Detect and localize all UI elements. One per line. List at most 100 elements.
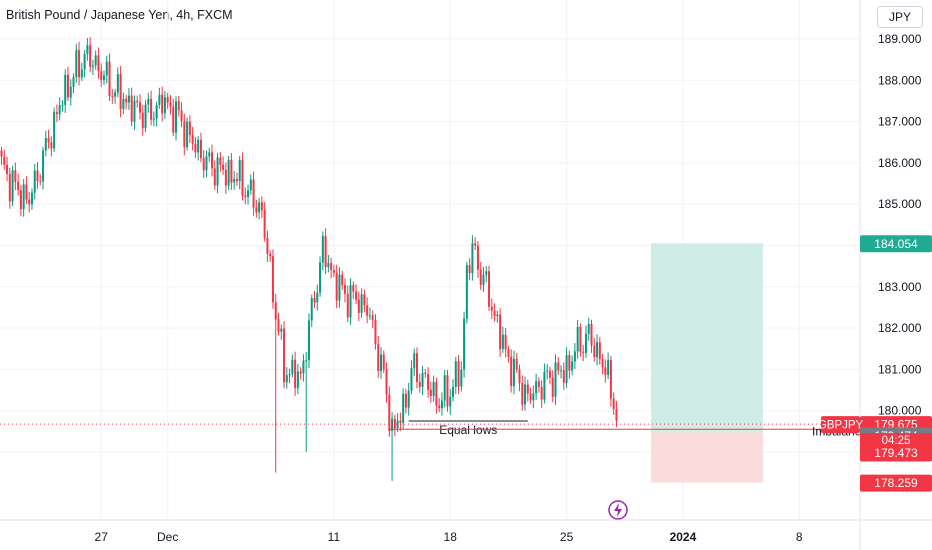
candle-body [102,75,105,80]
candle-body [499,314,502,350]
price-tag-value: 178.259 [874,476,918,490]
candle-body [305,360,308,362]
candle-body [529,393,532,401]
candle-body [299,371,302,374]
candle-body [388,394,391,432]
equal-lows-label: Equal lows [439,423,497,437]
candle-body [64,74,67,105]
candle-body [327,262,330,268]
price-tags: 184.054179.675179.474179.473178.25904:25… [818,235,932,492]
position-zones [651,243,763,483]
candle-body [604,367,607,375]
candle-body [319,262,322,293]
y-tick-label: 182.000 [878,321,922,335]
candle-body [460,369,463,387]
candle-body [58,105,61,115]
candle-body [33,170,36,193]
candle-body [504,334,507,350]
candle-body [377,344,380,372]
candle-body [526,384,529,394]
candle-body [366,305,369,316]
candle-body [36,170,39,182]
candle-body [485,271,488,275]
candle-body [8,173,11,202]
candle-body [368,315,371,317]
candle-body [557,362,560,371]
candle-body [560,370,563,372]
price-tag [860,474,932,492]
y-tick-label: 183.000 [878,280,922,294]
candle-body [197,139,200,153]
candle-body [188,121,191,136]
candle-body [161,94,164,114]
candle-body [413,353,416,369]
candle-body [11,170,14,202]
candle-body [263,210,266,238]
candle-body [593,345,596,358]
candle-body [241,159,244,196]
y-tick-label: 180.000 [878,404,922,418]
candle-body [42,150,45,182]
candle-body [274,302,277,320]
candle-body [3,156,6,165]
candle-body [122,98,125,109]
candle-body [86,45,89,54]
candle-body [590,323,593,346]
candle-body [50,142,53,149]
symbol-tag [821,416,860,434]
candle-body [17,181,20,191]
currency-selector-button[interactable]: JPY [877,6,923,28]
candle-body [249,179,252,191]
candle-body [255,207,258,213]
candle-body [186,121,189,148]
candle-body [562,370,565,383]
candle-body [97,55,100,72]
candle-body [435,381,438,406]
candle-body [612,398,615,410]
x-tick-label: 2024 [670,530,697,544]
candle-body [269,253,272,257]
candle-body [391,418,394,432]
candle-body [116,74,119,93]
candle-body [44,138,47,151]
candle-body [515,358,518,370]
candle-body [296,371,299,388]
candle-body [346,293,349,318]
candle-body [554,362,557,397]
countdown-value: 04:25 [882,435,911,447]
candle-body [310,297,313,321]
candle-body [573,351,576,362]
candle-body [89,45,92,67]
candle-body [194,143,197,153]
symbol-tag-label: GBPJPY [818,420,864,432]
candle-body [546,370,549,372]
candle-body [83,53,86,70]
candle-body [183,121,186,148]
candle-body [343,284,346,294]
candle-body [61,104,64,106]
candle-body [363,294,366,306]
candle-body [30,192,33,205]
candle-body [166,97,169,103]
candle-body [271,256,274,303]
candle-body [568,355,571,371]
candle-body [114,92,117,97]
candle-body [127,95,130,103]
chart-title: British Pound / Japanese Yen, 4h, FXCM [6,8,233,22]
candle-body [518,369,521,384]
candle-body [490,306,493,311]
countdown-tag [860,433,932,448]
candle-body [277,319,280,332]
candle-body [6,164,9,174]
candle-body [172,106,175,133]
candle-body [452,386,455,397]
candle-body [357,299,360,313]
stop-zone [651,432,763,483]
candle-body [222,164,225,170]
lightning-icon[interactable] [608,500,628,520]
candle-body [119,74,122,109]
candle-body [449,396,452,407]
candle-body [399,420,402,423]
candle-body [421,372,424,387]
